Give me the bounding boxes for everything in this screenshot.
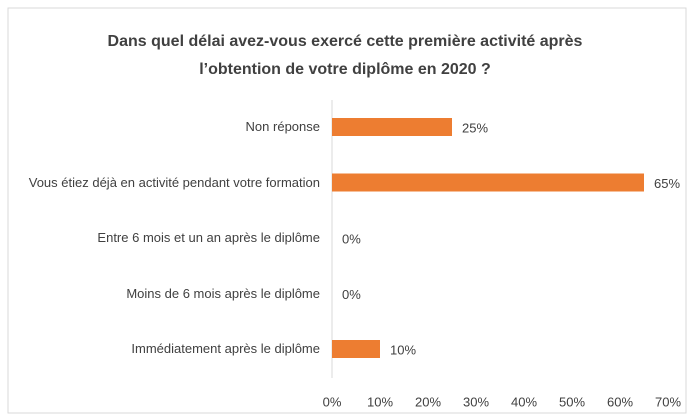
x-tick-label: 10% bbox=[367, 394, 393, 409]
x-tick-label: 70% bbox=[655, 394, 681, 409]
bar bbox=[332, 340, 380, 358]
value-label: 0% bbox=[342, 231, 361, 246]
bar bbox=[332, 173, 644, 192]
category-label: Vous étiez déjà en activité pendant votr… bbox=[28, 174, 320, 190]
category-label: Moins de 6 mois après le diplôme bbox=[126, 285, 320, 301]
x-tick-label: 60% bbox=[607, 394, 633, 409]
x-tick-label: 30% bbox=[463, 394, 489, 409]
chart-title: Dans quel délai avez-vous exercé cette p… bbox=[107, 33, 583, 78]
x-tick-label: 50% bbox=[559, 394, 585, 409]
category-label: Non réponse bbox=[245, 119, 320, 134]
value-label: 10% bbox=[390, 342, 416, 357]
value-label: 65% bbox=[654, 176, 680, 191]
x-tick-label: 20% bbox=[415, 394, 441, 409]
x-tick-label: 0% bbox=[323, 394, 342, 409]
bar bbox=[332, 118, 452, 136]
category-label: Entre 6 mois et un an après le diplôme bbox=[97, 230, 320, 245]
value-label: 0% bbox=[342, 287, 361, 302]
value-label: 25% bbox=[462, 120, 488, 135]
x-tick-label: 40% bbox=[511, 394, 537, 409]
frame bbox=[7, 7, 687, 414]
category-label: Immédiatement après le diplôme bbox=[131, 341, 320, 356]
